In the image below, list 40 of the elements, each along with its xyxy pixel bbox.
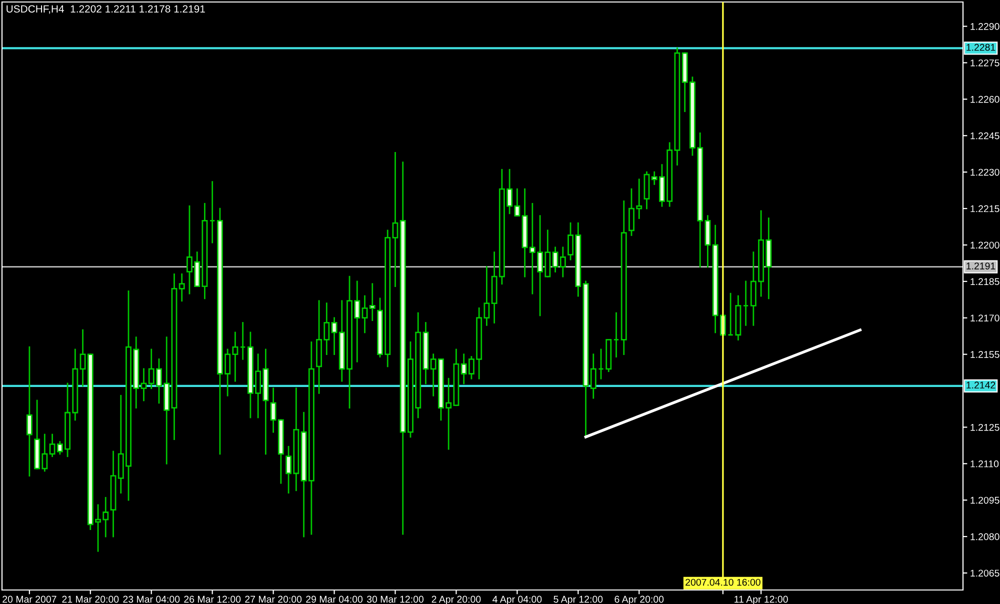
ref-line-label: 1.2142 [966, 382, 996, 388]
y-tick-label: 1.2155 [970, 351, 1000, 358]
ref-line-label: 1.2191 [966, 262, 996, 270]
candlestick [178, 273, 185, 302]
y-tick-label: 1.2080 [970, 533, 1000, 540]
x-tick-label: 30 Mar 12:00 [366, 596, 424, 603]
x-tick-label: 2007.04.10 16:00 [686, 578, 760, 586]
chart-title: USDCHF,H4 1.2202 1.2211 1.2178 1.2191 [6, 5, 205, 14]
candlestick [240, 322, 246, 360]
x-tick-label: 23 Mar 04:00 [123, 596, 180, 603]
candlestick [26, 346, 32, 476]
candlestick [598, 348, 604, 380]
y-tick-label: 1.2260 [970, 96, 1000, 103]
y-tick-label: 1.2065 [970, 570, 1000, 577]
candlestick [209, 181, 216, 244]
y-tick-label: 1.2185 [970, 278, 1000, 286]
x-tick-label: 29 Mar 04:00 [306, 596, 363, 603]
y-tick-label: 1.2215 [970, 205, 1000, 212]
x-tick-label: 21 Mar 20:00 [62, 596, 119, 603]
x-tick-label: 27 Mar 20:00 [245, 596, 302, 603]
candlestick [613, 312, 620, 358]
y-tick-label: 1.2290 [970, 23, 1000, 30]
y-tick-label: 1.2110 [970, 460, 999, 468]
candlestick [362, 295, 368, 334]
y-tick-label: 1.2170 [970, 314, 1000, 322]
ref-line-label: 1.2281 [966, 44, 996, 51]
candlestick [742, 280, 749, 326]
y-tick-label: 1.2095 [970, 496, 1000, 504]
y-tick-label: 1.2275 [970, 59, 1000, 66]
candlestick [590, 354, 596, 399]
candlestick [392, 152, 398, 287]
y-tick-label: 1.2230 [970, 168, 1000, 176]
candlestick [369, 283, 376, 321]
x-tick-label: 20 Mar 2007 [2, 596, 56, 603]
y-tick-label: 1.2125 [970, 424, 1000, 431]
y-tick-label: 1.2200 [970, 242, 1000, 249]
x-tick-label: 26 Mar 12:00 [184, 596, 241, 603]
candlestick [140, 368, 147, 402]
y-tick-label: 1.2245 [970, 132, 1000, 140]
candlestick [728, 292, 734, 336]
